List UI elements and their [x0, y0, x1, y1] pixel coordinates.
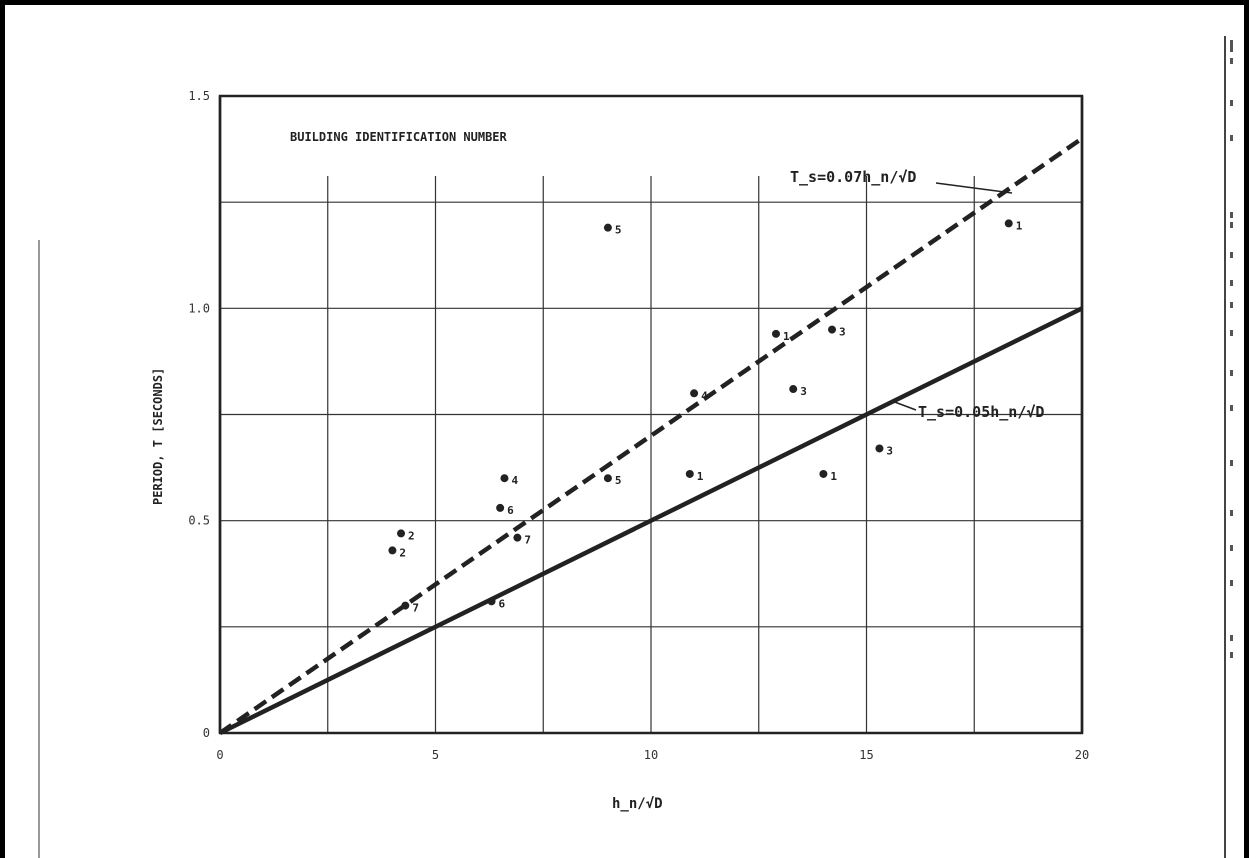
data-point-label: 2: [399, 546, 406, 559]
y-tick-label: 0: [203, 726, 210, 740]
text-fragment-mark: [1230, 212, 1233, 218]
y-tick-label: 1.0: [188, 301, 210, 315]
data-point: [603, 223, 612, 232]
data-points: 22 7 6 6 4 7 5 5 1 4 1 3 1 3 3 1: [388, 219, 1023, 615]
data-point: [1004, 219, 1013, 228]
x-axis-label: h_n/√D: [612, 796, 663, 812]
dashed-line-leader: [935, 182, 1013, 194]
data-point-label: 7: [524, 534, 531, 547]
text-fragment-mark: [1230, 46, 1233, 52]
data-point: [685, 469, 694, 478]
plot-border: [218, 94, 1084, 735]
left-margin-line: [38, 240, 40, 858]
data-point-label: 2: [408, 529, 415, 542]
data-point: [401, 601, 410, 610]
text-fragment-mark: [1230, 252, 1233, 258]
solid-line-leader: [891, 400, 917, 411]
data-point: [789, 385, 798, 394]
data-point-label: 6: [507, 504, 514, 517]
data-point: [603, 474, 612, 483]
text-fragment-mark: [1230, 280, 1233, 286]
data-point: [771, 329, 780, 338]
text-fragment-mark: [1230, 100, 1233, 106]
data-point: [513, 533, 522, 542]
data-point: [487, 597, 496, 606]
text-fragment-mark: [1230, 370, 1233, 376]
text-fragment-mark: [1230, 330, 1233, 336]
data-point: [397, 529, 406, 538]
data-point-label: 7: [412, 602, 419, 615]
data-point-label: 1: [697, 470, 704, 483]
text-fragment-mark: [1230, 135, 1233, 141]
data-point-label: 1: [783, 330, 790, 343]
y-tick-label: 0.5: [188, 514, 210, 528]
y-axis-label: PERIOD, T [SECONDS]: [151, 368, 165, 505]
data-point-label: 4: [701, 389, 708, 402]
x-tick-label: 10: [644, 748, 658, 762]
text-fragment-mark: [1230, 302, 1233, 308]
data-point-label: 3: [839, 326, 846, 339]
text-fragment-mark: [1230, 635, 1233, 641]
data-point: [819, 469, 828, 478]
data-point-label: 4: [511, 474, 518, 487]
fit-lines: [218, 136, 1084, 736]
grid: [218, 94, 1084, 735]
data-point-label: 3: [800, 385, 807, 398]
text-fragment-mark: [1230, 40, 1233, 46]
data-point: [690, 389, 699, 398]
text-fragment-mark: [1230, 405, 1233, 411]
x-tick-label: 0: [216, 748, 223, 762]
data-point-label: 1: [830, 470, 837, 483]
text-fragment-mark: [1230, 510, 1233, 516]
text-fragment-mark: [1230, 460, 1233, 466]
data-point: [828, 325, 837, 334]
right-column-divider: [1224, 36, 1226, 858]
text-fragment-mark: [1230, 545, 1233, 551]
data-point: [500, 474, 509, 483]
text-fragment-mark: [1230, 222, 1233, 228]
x-tick-label: 15: [859, 748, 873, 762]
dashed-line-label: T_s=0.07h_n/√D: [790, 168, 916, 186]
data-point-label: 6: [499, 597, 506, 610]
solid-fit-line: [219, 306, 1083, 736]
text-fragment-mark: [1230, 652, 1233, 658]
text-fragment-mark: [1230, 580, 1233, 586]
data-point-label: 5: [615, 474, 622, 487]
text-fragment-mark: [1230, 58, 1233, 64]
y-tick-label: 1.5: [188, 89, 210, 103]
dashed-fit-line: [218, 136, 1084, 735]
data-point: [496, 503, 505, 512]
data-point: [875, 444, 884, 453]
data-point: [388, 546, 397, 555]
solid-line-label: T_s=0.05h_n/√D: [918, 403, 1044, 421]
data-point-label: 3: [886, 444, 893, 457]
chart-title: BUILDING IDENTIFICATION NUMBER: [290, 130, 508, 144]
x-tick-label: 20: [1075, 748, 1089, 762]
adjacent-page-text-fragments: [1230, 40, 1244, 680]
x-tick-label: 5: [432, 748, 439, 762]
data-point-label: 1: [1016, 219, 1023, 232]
data-point-label: 5: [615, 224, 622, 237]
